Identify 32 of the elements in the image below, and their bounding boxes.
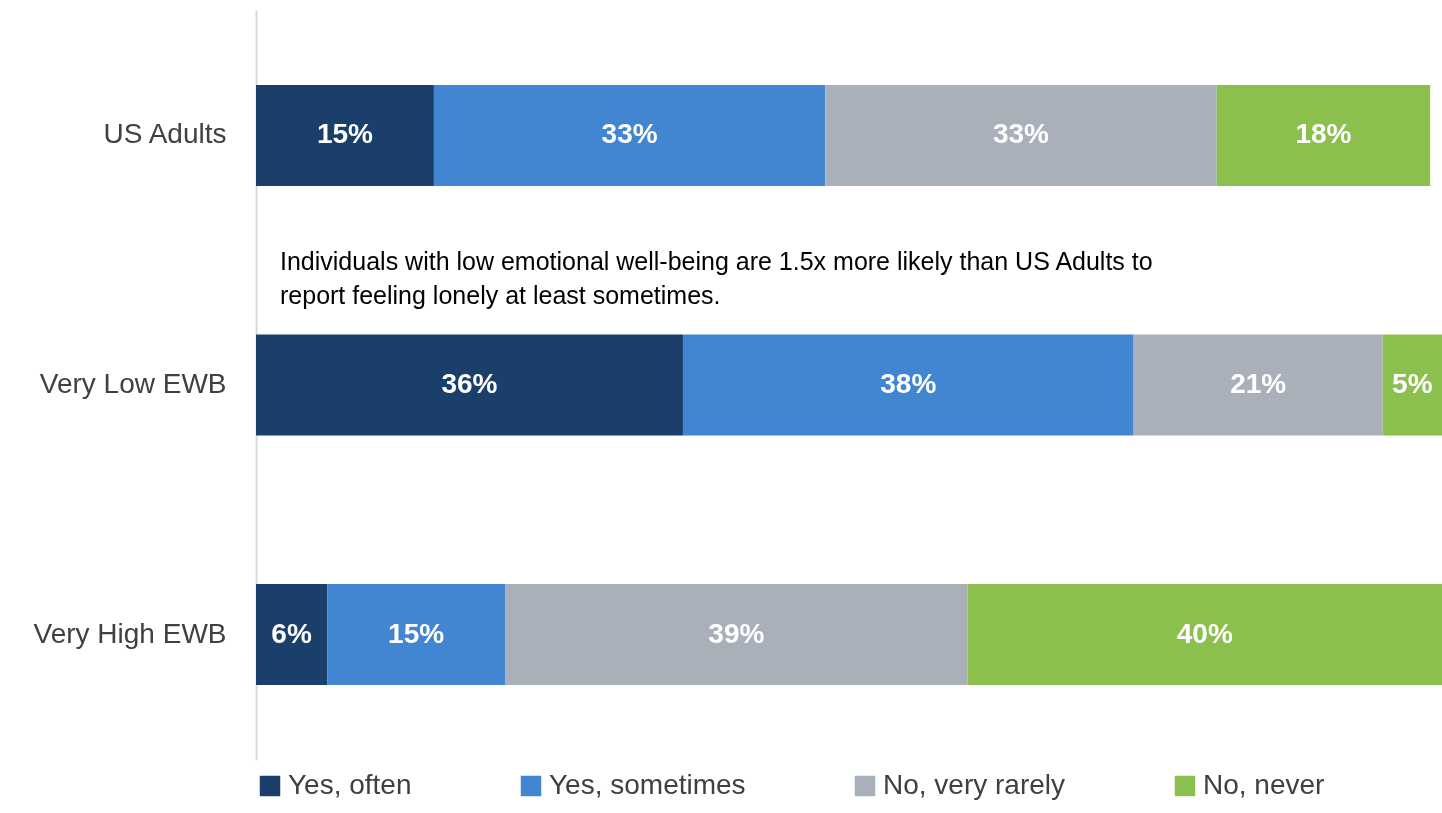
- data-label: 18%: [1295, 118, 1352, 150]
- bar: [682, 334, 1134, 436]
- legend-label: Yes, often: [288, 769, 412, 800]
- bar: [327, 584, 506, 686]
- bar: [256, 334, 683, 436]
- y-tick-label: US Adults: [103, 118, 227, 150]
- bar: [433, 84, 826, 186]
- y-tick-label: Very High EWB: [33, 617, 227, 649]
- data-label: 33%: [992, 118, 1050, 150]
- bar: [1133, 334, 1383, 436]
- bar: [256, 84, 434, 186]
- bar: [1382, 334, 1442, 436]
- data-label: 39%: [708, 617, 765, 649]
- data-label: 33%: [601, 118, 658, 150]
- bar: [1216, 84, 1431, 186]
- data-label: 6%: [271, 617, 312, 649]
- legend-label: No, never: [1203, 769, 1325, 800]
- bar: [967, 584, 1442, 686]
- data-label: 21%: [1230, 368, 1287, 399]
- data-label: 36%: [441, 368, 498, 399]
- data-label: 5%: [1392, 368, 1433, 399]
- legend-label: No, very rarely: [883, 769, 1066, 800]
- y-tick-label: Very Low EWB: [39, 368, 227, 399]
- bar: [825, 84, 1217, 186]
- annotation: Individuals with low emotional well-being are 1.5x more likely than US Adults to report feeling lonely at least sometimes.: [280, 247, 1153, 309]
- data-label: 15%: [316, 118, 374, 150]
- data-label: 40%: [1176, 617, 1233, 649]
- data-label: 15%: [388, 617, 445, 649]
- bar: [256, 584, 328, 686]
- legend-label: Yes, sometimes: [549, 769, 746, 800]
- data-label: 38%: [880, 368, 937, 399]
- bar: [505, 584, 968, 686]
